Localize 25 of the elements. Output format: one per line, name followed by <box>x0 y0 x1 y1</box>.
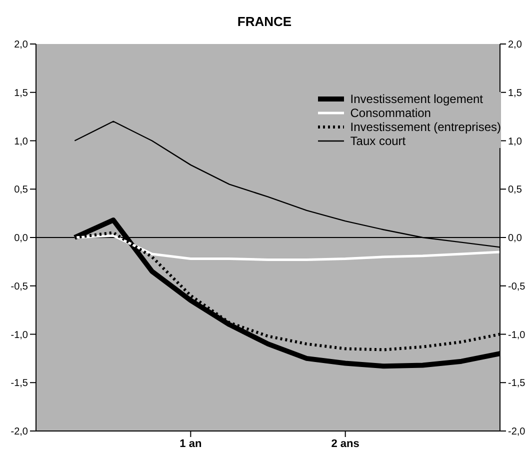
x-tick-label: 1 an <box>180 438 202 450</box>
y-tick-label: 1,5 <box>14 88 28 99</box>
y-tick-label: 2,0 <box>14 40 28 51</box>
x-tick-label: 2 ans <box>331 438 360 450</box>
y2-tick-label: 1,0 <box>508 136 522 148</box>
chart-title: FRANCE <box>236 13 293 31</box>
y2-tick-label: 0,0 <box>508 233 522 244</box>
y2-tick-label: -2,0 <box>508 426 526 438</box>
y-tick-label: -1,0 <box>10 330 28 341</box>
y2-tick-label: -1,0 <box>508 330 526 341</box>
y2-tick-label: 0,5 <box>508 184 522 196</box>
legend-label: Investissement logement <box>350 92 483 106</box>
y-tick-label: -0,5 <box>10 281 28 292</box>
y2-tick-label: 1,5 <box>508 88 522 99</box>
legend-label: Investissement (entreprises) <box>350 120 501 134</box>
y-tick-label: -1,5 <box>10 378 28 390</box>
y2-tick-label: -0,5 <box>508 281 526 292</box>
y-tick-label: -2,0 <box>10 426 28 438</box>
legend-label: Consommation <box>350 106 431 120</box>
y-tick-label: 1,0 <box>14 136 28 148</box>
y2-tick-label: -1,5 <box>508 378 526 390</box>
y-tick-label: 0,5 <box>14 184 28 196</box>
y2-tick-label: 2,0 <box>508 40 522 51</box>
y-tick-label: 0,0 <box>14 233 28 244</box>
legend-label: Taux court <box>350 134 406 148</box>
